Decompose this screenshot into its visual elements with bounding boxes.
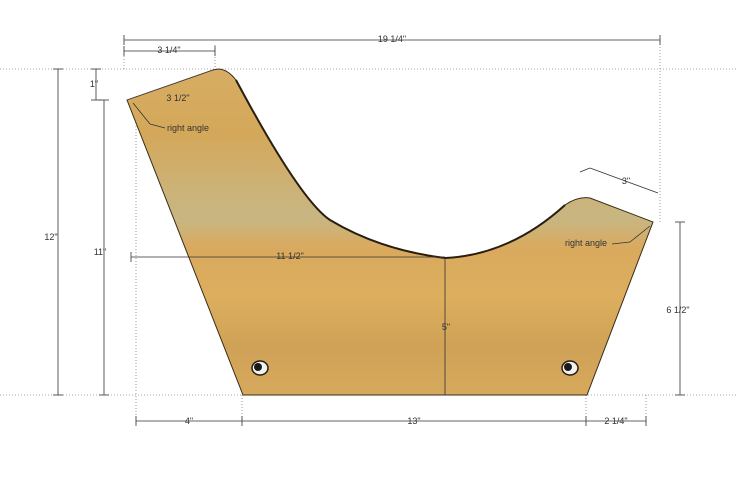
top-offset-label: 1" [90, 79, 98, 89]
bottom-left-inset-label: 4" [185, 416, 193, 426]
right-right-angle-label: right angle [565, 238, 607, 248]
dimension-front-edge: 3" [579, 167, 659, 194]
bottom-right-inset-label: 2 1/4" [604, 416, 627, 426]
wood-panel [126, 68, 654, 396]
dimension-bottom-right-inset: 2 1/4" [586, 416, 647, 426]
dimension-seat-depth: 5" [440, 258, 450, 396]
bolt-hole-left [251, 360, 269, 376]
left-height-label: 11" [94, 247, 107, 257]
front-edge-label: 3" [622, 176, 630, 186]
front-height-label: 6 1/2" [666, 305, 689, 315]
annotation-right-right-angle: right angle [565, 225, 651, 248]
dimension-top-left-width: 3 1/4" [123, 45, 216, 56]
annotation-left-right-angle: right angle [132, 102, 209, 133]
dimension-bottom-width: 13" [242, 416, 587, 426]
dimension-top-offset: 1" [90, 68, 101, 101]
dimension-bottom-left-inset: 4" [135, 416, 243, 426]
overall-width-label: 19 1/4" [378, 34, 406, 44]
bottom-width-label: 13" [407, 416, 420, 426]
dimension-left-height: 11" [94, 99, 109, 396]
back-edge-label: 3 1/2" [166, 93, 189, 103]
dimension-back-edge: 3 1/2" [126, 69, 214, 103]
top-left-width-label: 3 1/4" [157, 45, 180, 55]
seat-depth-label: 5" [442, 322, 450, 332]
dimension-overall-width: 19 1/4" [123, 34, 661, 45]
left-right-angle-label: right angle [167, 123, 209, 133]
dimension-overall-height: 12" [44, 68, 63, 396]
dimension-front-height: 6 1/2" [666, 221, 690, 396]
dimension-seat-span: 11 1/2" [130, 251, 445, 262]
overall-height-label: 12" [44, 232, 57, 242]
seat-edge-shadow [235, 79, 566, 260]
seat-span-label: 11 1/2" [276, 251, 304, 261]
bolt-hole-right [561, 360, 579, 376]
